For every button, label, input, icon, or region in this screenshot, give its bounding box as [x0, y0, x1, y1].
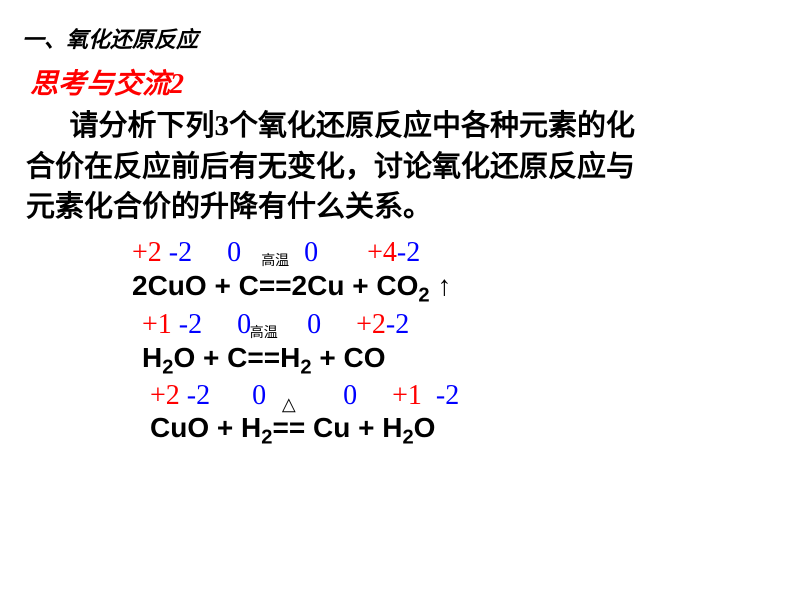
think-title: 思考与交流2 — [30, 62, 772, 102]
equation-3: +2 -2 0 0 +1 -2 CuO + H2△ == Cu + H2O — [150, 381, 772, 445]
eq2-condition-wrap: 高温 == — [247, 341, 280, 375]
eq3-condition: △ — [282, 394, 296, 416]
eq1-condition: 高温 — [261, 254, 289, 271]
equation-2: +1 -2 0 0 +2-2 H2O + C高温 == H2 + CO — [142, 310, 772, 374]
eq1-condition-wrap: 高温 == — [259, 269, 292, 303]
body-line3: 元素化合价的升降有什么关系。 — [26, 191, 432, 223]
gas-arrow-icon: ↑ — [437, 270, 451, 301]
body-line1: 请分析下列3个氧化还原反应中各种元素的化 — [70, 110, 636, 142]
eq2-condition: 高温 — [250, 326, 278, 343]
question-text: 请分析下列3个氧化还原反应中各种元素的化 合价在反应前后有无变化，讨论氧化还原反… — [26, 106, 772, 228]
eq3-oxidation-states: +2 -2 0 0 +1 -2 — [150, 381, 772, 412]
section-header: 一、氧化还原反应 — [22, 22, 772, 54]
eq3-condition-wrap: △ == — [272, 411, 305, 445]
eq3-formula: CuO + H2△ == Cu + H2O — [150, 411, 772, 445]
eq2-oxidation-states: +1 -2 0 0 +2-2 — [142, 310, 772, 341]
eq1-oxidation-states: +2 -2 0 0 +4-2 — [132, 238, 772, 269]
equation-1: +2 -2 0 0 +4-2 2CuO + C高温 == 2Cu + CO2 ↑ — [132, 238, 772, 302]
slide-container: 一、氧化还原反应 思考与交流2 请分析下列3个氧化还原反应中各种元素的化 合价在… — [0, 0, 794, 471]
eq1-formula: 2CuO + C高温 == 2Cu + CO2 ↑ — [132, 269, 772, 303]
body-line2: 合价在反应前后有无变化，讨论氧化还原反应与 — [26, 151, 635, 183]
eq2-formula: H2O + C高温 == H2 + CO — [142, 341, 772, 375]
